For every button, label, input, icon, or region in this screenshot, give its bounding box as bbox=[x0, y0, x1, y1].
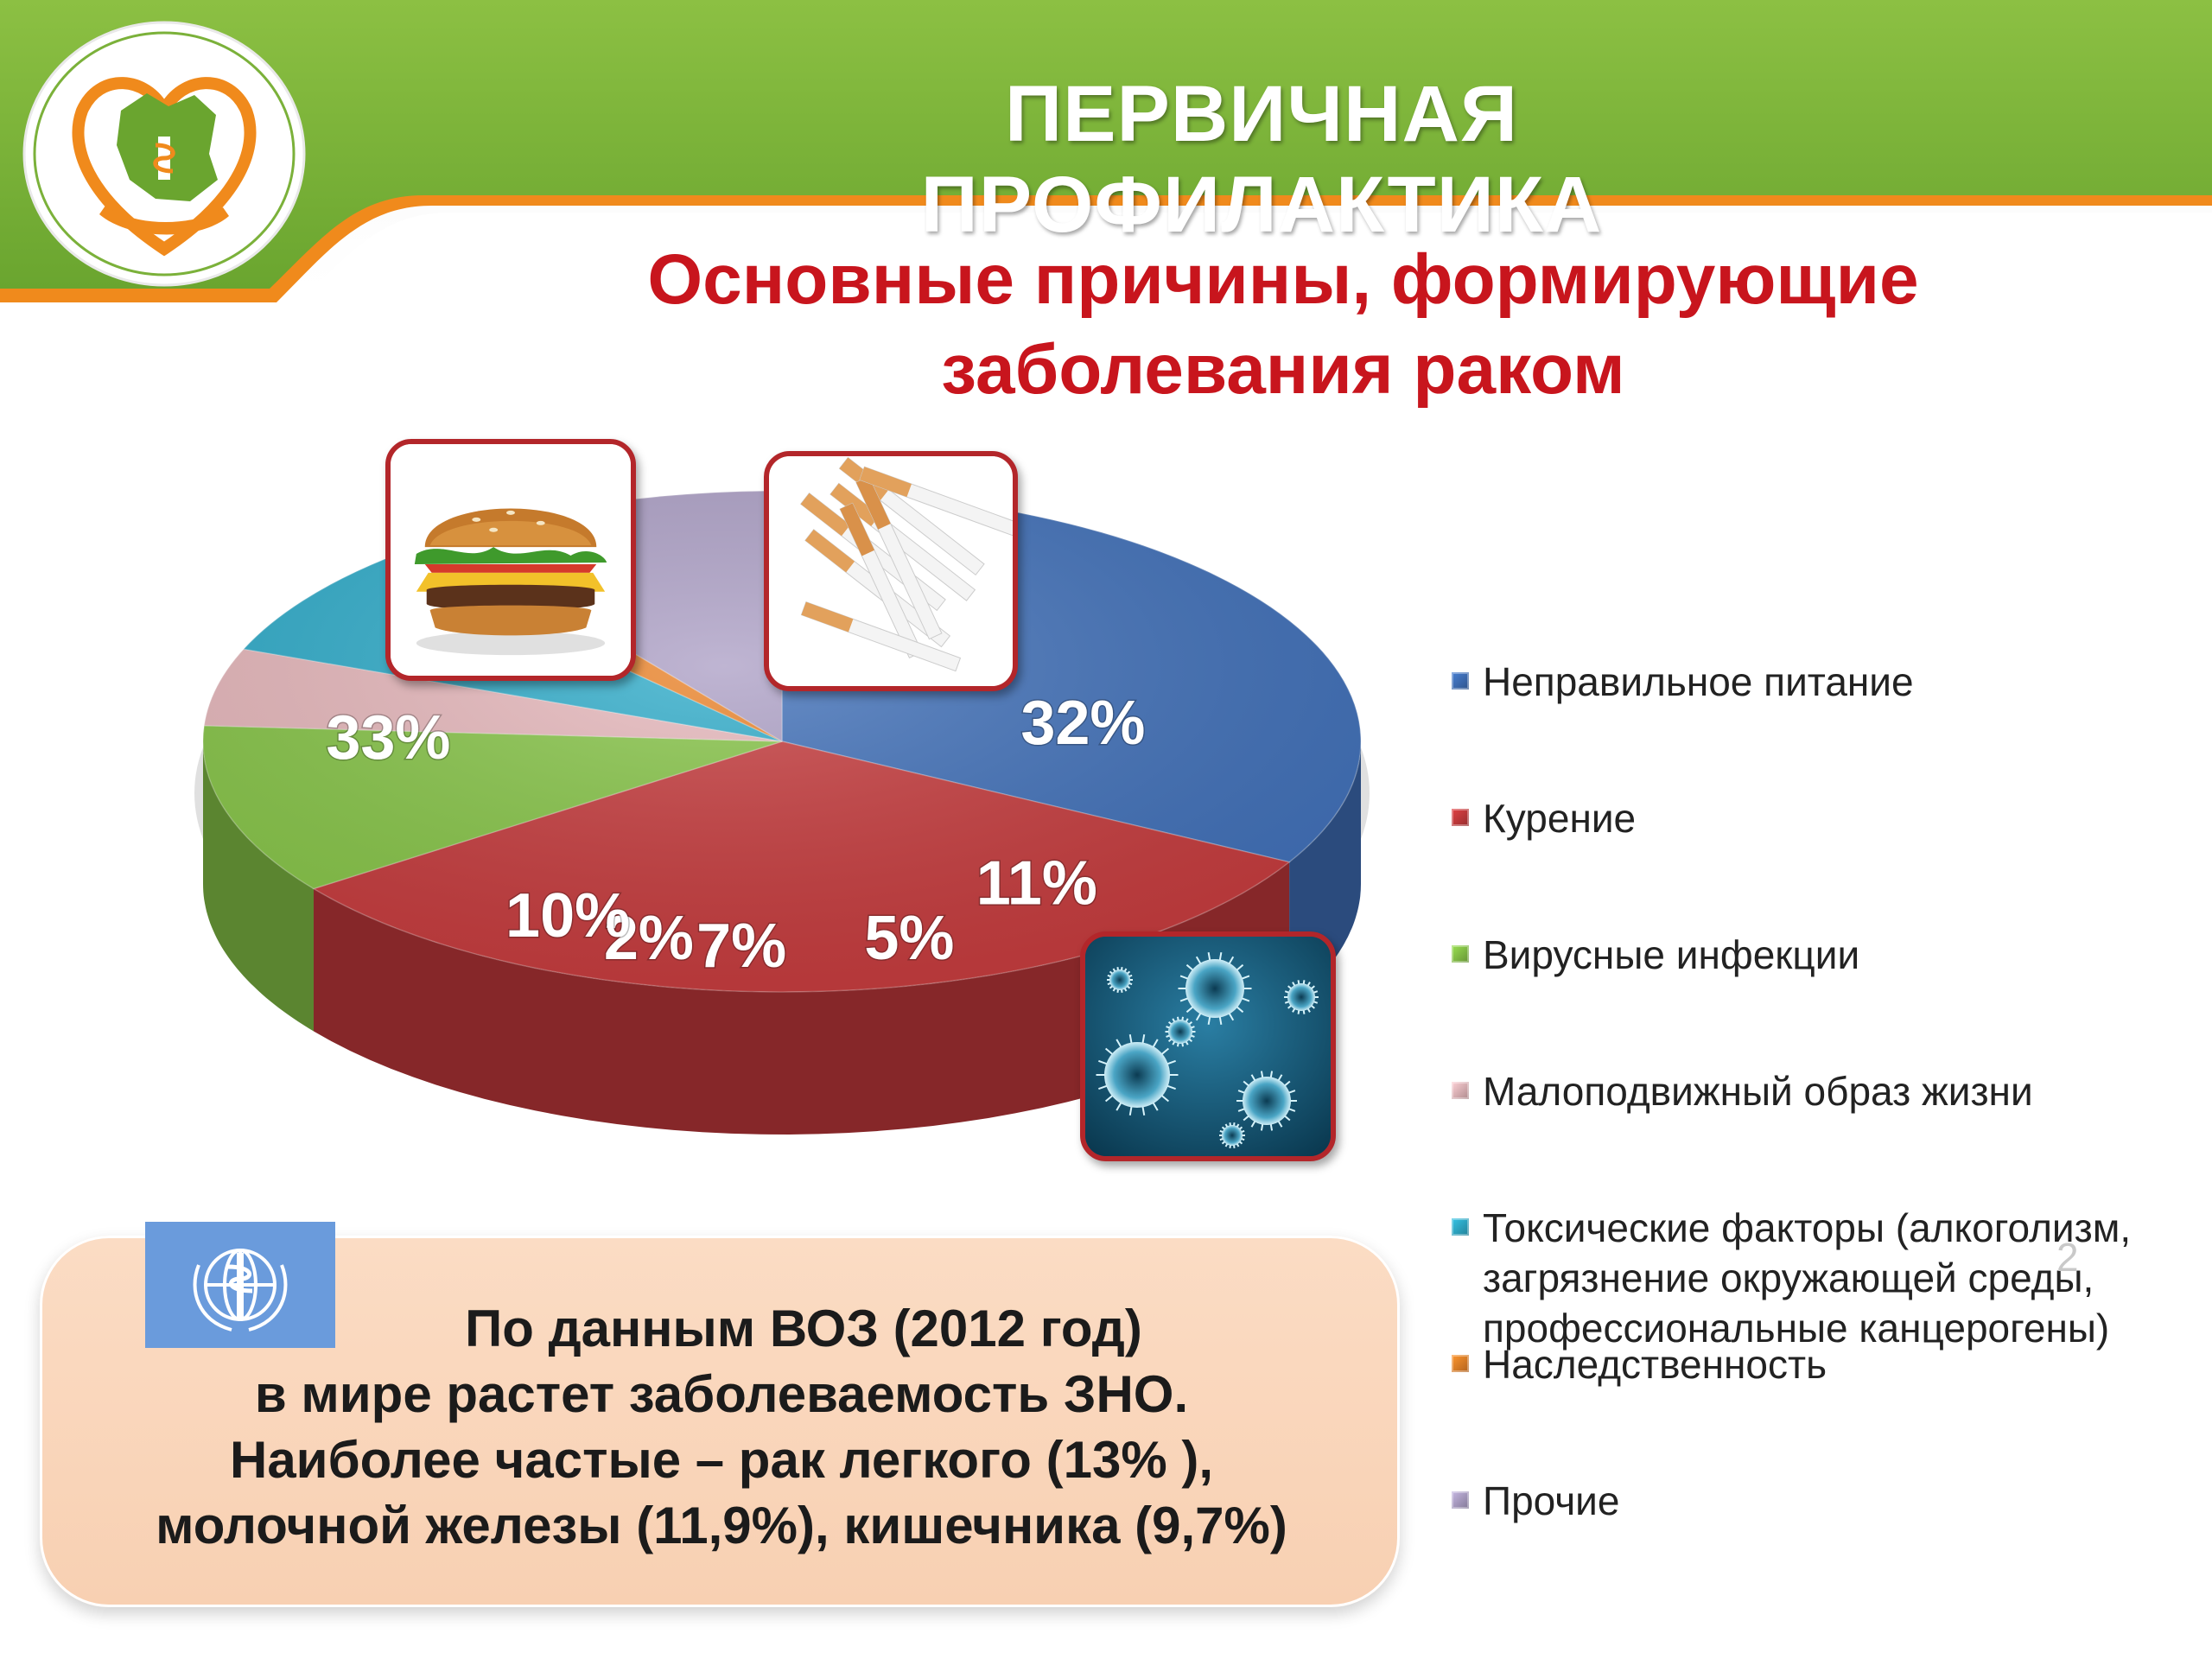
virus-cell bbox=[1178, 951, 1252, 1026]
legend-label: Токсические факторы (алкоголизм, загрязн… bbox=[1483, 1205, 2132, 1351]
pie-label-1: 33% bbox=[326, 703, 450, 772]
legend-swatch bbox=[1452, 945, 1469, 963]
who-emblem-icon bbox=[145, 1222, 335, 1348]
medical-prevention-logo bbox=[22, 21, 306, 287]
pie-label-4: 5% bbox=[864, 904, 954, 973]
who-note-text: По данным ВОЗ (2012 год) в мире растет з… bbox=[78, 1296, 1365, 1559]
legend-label: Малоподвижный образ жизни bbox=[1483, 1069, 2033, 1114]
virus-cell bbox=[1107, 967, 1133, 993]
legend-swatch bbox=[1452, 1082, 1469, 1099]
who-note-line-1: По данным ВОЗ (2012 год) bbox=[465, 1300, 1142, 1357]
pie-data-labels: 33% 32% 11% 5% 7%2%10% bbox=[325, 687, 1147, 982]
legend-item-неправильное-питание: Неправильное питание bbox=[1452, 657, 2191, 707]
virus-cell bbox=[1096, 1034, 1179, 1116]
legend-label: Наследственность bbox=[1483, 1342, 1827, 1387]
chart-subtitle: Основные причины, формирующие заболевани… bbox=[553, 235, 2013, 415]
virus-cell bbox=[1165, 1016, 1196, 1047]
virus-photo bbox=[1080, 931, 1336, 1161]
who-note-line-4: молочной железы (11,9%), кишечника (9,7%… bbox=[156, 1497, 1287, 1554]
cigarettes-icon bbox=[770, 456, 1013, 686]
pie-label-3: 11% bbox=[976, 849, 1097, 918]
cigarettes-photo bbox=[764, 451, 1018, 691]
legend-swatch bbox=[1452, 809, 1469, 826]
subtitle-line-2: заболевания раком bbox=[941, 330, 1625, 409]
legend-swatch bbox=[1452, 672, 1469, 690]
virus-icon bbox=[1085, 937, 1331, 1156]
header-band bbox=[0, 0, 2212, 311]
legend-label: Курение bbox=[1483, 796, 1637, 841]
pie-side-2 bbox=[314, 861, 1290, 1135]
pie-label-2: 32% bbox=[1020, 689, 1145, 758]
burger-icon bbox=[391, 444, 631, 676]
legend-label: Вирусные инфекции bbox=[1483, 932, 1860, 977]
legend-item-курение: Курение bbox=[1452, 793, 2191, 843]
legend-swatch bbox=[1452, 1491, 1469, 1509]
legend-item-токсические-факторы-алкоголизм: Токсические факторы (алкоголизм, загрязн… bbox=[1452, 1203, 2191, 1353]
subtitle-line-1: Основные причины, формирующие bbox=[647, 240, 1919, 319]
virus-cell bbox=[1219, 1122, 1245, 1148]
burger-photo bbox=[385, 439, 636, 681]
page-number: 2 bbox=[2056, 1235, 2079, 1280]
pie-label-5: 7% bbox=[696, 912, 786, 981]
pie-label-7: 10% bbox=[505, 881, 630, 950]
who-note-line-3: Наиболее частые – рак легкого (13% ), bbox=[229, 1431, 1213, 1489]
virus-cell bbox=[1284, 980, 1319, 1014]
legend-label: Прочие bbox=[1483, 1478, 1620, 1523]
legend-item-вирусные-инфекции: Вирусные инфекции bbox=[1452, 930, 2191, 980]
legend-swatch bbox=[1452, 1355, 1469, 1372]
legend-item-прочие: Прочие bbox=[1452, 1476, 2191, 1526]
pie-label-6: 2% bbox=[604, 904, 694, 973]
legend-swatch bbox=[1452, 1218, 1469, 1236]
legend-item-малоподвижный-образ-жизни: Малоподвижный образ жизни bbox=[1452, 1066, 2191, 1116]
virus-cell bbox=[1236, 1071, 1297, 1131]
who-note-line-2: в мире растет заболеваемость ЗНО. bbox=[254, 1365, 1189, 1423]
legend-label: Неправильное питание bbox=[1483, 659, 1914, 704]
slide-title: ПЕРВИЧНАЯ ПРОФИЛАКТИКА bbox=[920, 70, 1603, 249]
legend-item-наследственность: Наследственность bbox=[1452, 1339, 2191, 1389]
